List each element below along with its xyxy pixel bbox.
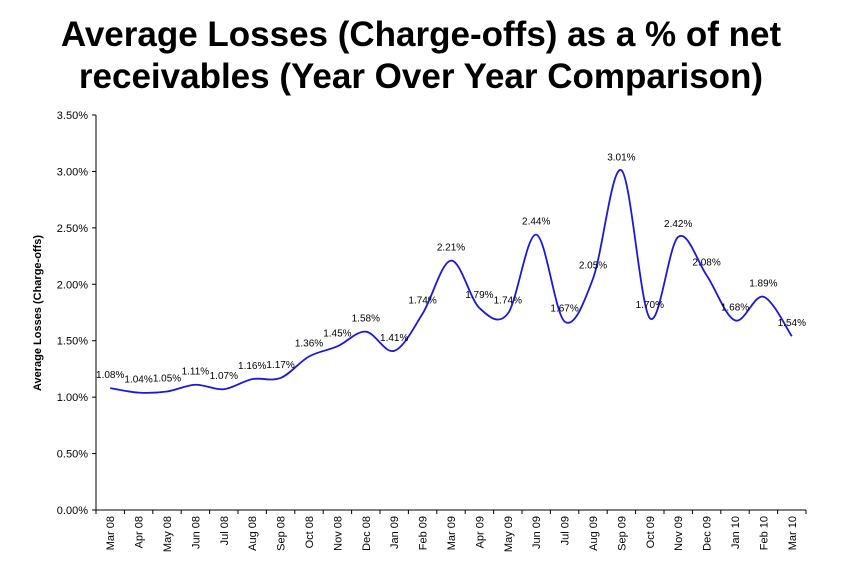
data-label: 1.70% [636,300,664,311]
data-point [478,306,481,309]
data-label: 2.44% [522,217,550,228]
y-tick-label: 1.00% [57,392,88,404]
x-tick-label: Sep 08 [276,516,288,551]
data-point [308,355,311,358]
y-tick-label: 0.50% [57,449,88,461]
x-tick-label: Feb 10 [758,516,770,550]
x-tick-label: Sep 09 [616,516,628,551]
x-tick-label: Aug 09 [588,516,600,551]
data-label: 1.45% [323,328,351,339]
x-tick-label: Nov 09 [673,516,685,551]
data-point [762,295,765,298]
x-tick-label: Feb 09 [418,516,430,550]
data-label: 2.08% [692,257,720,268]
x-tick-label: Jan 09 [389,516,401,549]
x-tick-label: Jul 08 [219,516,231,545]
data-label: 1.67% [550,304,578,315]
x-tick-label: Mar 10 [787,516,799,550]
data-label: 1.89% [749,279,777,290]
data-point [535,233,538,236]
data-point [592,277,595,280]
data-label: 3.01% [607,152,635,163]
x-tick-label: Jun 08 [190,516,202,549]
data-point [620,169,623,172]
x-tick-label: Jul 09 [560,516,572,545]
data-point [705,274,708,277]
x-tick-label: Apr 08 [134,516,146,548]
data-point [279,376,282,379]
x-tick-label: May 08 [162,516,174,552]
data-point [563,320,566,323]
x-tick-label: Nov 08 [332,516,344,551]
data-label: 1.11% [182,367,210,378]
data-label: 1.79% [465,290,493,301]
data-label: 1.41% [380,333,408,344]
x-tick-label: Oct 08 [304,516,316,548]
data-point [506,312,509,315]
data-point [677,235,680,238]
data-label: 1.54% [778,318,806,329]
data-label: 1.17% [266,360,294,371]
data-label: 2.05% [579,261,607,272]
data-label: 2.21% [437,243,465,254]
data-label: 1.07% [210,371,238,382]
series-line [110,169,793,394]
data-label: 1.04% [124,375,152,386]
x-tick-label: Dec 08 [361,516,373,551]
data-point [336,345,339,348]
y-axis-title: Average Losses (Charge-offs) [32,235,44,391]
y-tick-label: 3.50% [57,110,88,122]
y-tick-label: 1.50% [57,336,88,348]
y-tick-label: 2.00% [57,279,88,291]
x-tick-label: Jun 09 [531,516,543,549]
x-tick-label: Oct 09 [645,516,657,548]
data-point [734,319,737,322]
data-point [790,335,793,338]
y-tick-label: 3.00% [57,166,88,178]
data-point [393,349,396,352]
data-label: 1.74% [494,296,522,307]
data-label: 1.74% [408,296,436,307]
x-tick-label: Jan 10 [730,516,742,549]
y-tick-label: 0.00% [57,505,88,517]
data-label: 1.68% [721,302,749,313]
data-label: 1.36% [295,339,323,350]
x-tick-label: Mar 09 [446,516,458,550]
data-label: 1.58% [352,314,380,325]
x-tick-label: Mar 08 [105,516,117,550]
chart-title-line-2: receivables (Year Over Year Comparison) [78,57,764,96]
x-tick-label: Apr 09 [474,516,486,548]
chart-title-line-1: Average Losses (Charge-offs) as a % of n… [60,15,782,54]
data-point [251,378,254,381]
x-tick-label: Aug 08 [247,516,259,551]
data-point [421,312,424,315]
data-point [648,317,651,320]
data-point [222,388,225,391]
chart-title: Average Losses (Charge-offs) as a % of n… [0,14,842,98]
data-label: 2.42% [664,219,692,230]
data-label: 1.16% [238,361,266,372]
y-tick-label: 2.50% [57,223,88,235]
data-point [137,391,140,394]
data-point [166,390,169,393]
data-label: 1.08% [96,370,124,381]
data-point [364,330,367,333]
data-point [450,259,453,262]
data-point [109,387,112,390]
x-tick-label: May 09 [503,516,515,552]
x-tick-label: Dec 09 [702,516,714,551]
data-label: 1.05% [153,374,181,385]
data-point [194,383,197,386]
